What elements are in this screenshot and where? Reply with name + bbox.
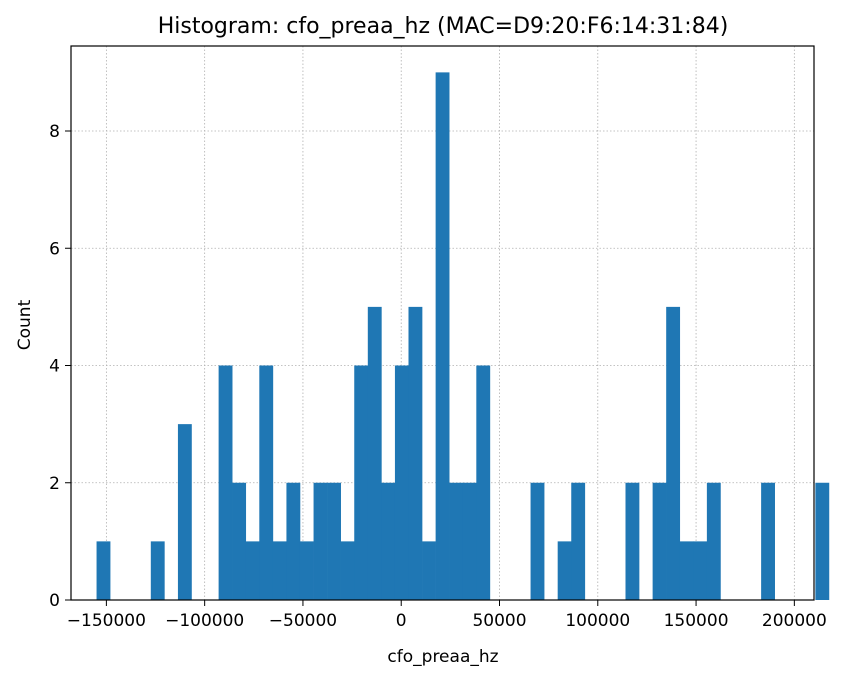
histogram-bar-19 xyxy=(354,365,369,600)
histogram-bars xyxy=(96,72,830,600)
histogram-bar-23 xyxy=(408,306,423,600)
y-tick-label-2: 4 xyxy=(49,357,60,377)
y-tick-label-0: 0 xyxy=(49,591,60,611)
x-axis-ticks: −150000 −100000 −50000 0 50000 100000 150000 20… xyxy=(67,600,827,631)
histogram-bar-16 xyxy=(313,482,328,600)
histogram-bar-18 xyxy=(340,541,355,600)
histogram-bar-49 xyxy=(761,482,775,600)
histogram-bar-28 xyxy=(476,365,491,600)
histogram-bar-6 xyxy=(177,424,192,600)
y-axis-label: Count xyxy=(15,299,35,350)
histogram-bar-39 xyxy=(625,482,640,600)
histogram-bar-26 xyxy=(449,482,464,600)
x-tick-label-5: 100000 xyxy=(565,611,630,631)
x-axis-label: cfo_preaa_hz xyxy=(387,647,498,667)
histogram-bar-9 xyxy=(218,365,233,600)
histogram-bar-44 xyxy=(693,541,708,600)
histogram-bar-43 xyxy=(679,541,694,600)
x-tick-label-1: −100000 xyxy=(165,611,244,631)
histogram-bar-21 xyxy=(381,482,396,600)
histogram-bar-35 xyxy=(571,482,586,600)
histogram-bar-12 xyxy=(259,365,274,600)
histogram-bar-27 xyxy=(462,482,477,600)
y-tick-label-3: 6 xyxy=(49,239,60,259)
x-tick-label-6: 150000 xyxy=(664,611,729,631)
histogram-bar-0 xyxy=(96,541,111,600)
histogram-bar-13 xyxy=(272,541,287,600)
histogram-bar-32 xyxy=(530,482,545,600)
chart-title: Histogram: cfo_preaa_hz (MAC=D9:20:F6:14… xyxy=(158,14,729,39)
histogram-bar-22 xyxy=(394,365,409,600)
histogram-bar-4 xyxy=(150,541,165,600)
histogram-bar-41 xyxy=(652,482,667,600)
histogram-bar-24 xyxy=(422,541,436,600)
y-tick-label-4: 8 xyxy=(49,122,60,142)
histogram-bar-42 xyxy=(666,306,681,600)
x-tick-label-0: −150000 xyxy=(67,611,146,631)
histogram-bar-10 xyxy=(232,482,247,600)
histogram-bar-25 xyxy=(435,72,450,600)
x-tick-label-3: 0 xyxy=(396,611,407,631)
histogram-bar-11 xyxy=(245,541,260,600)
histogram-bar-17 xyxy=(327,482,341,600)
plot-frame xyxy=(70,45,815,601)
histogram-bar-14 xyxy=(286,482,301,600)
y-tick-label-1: 2 xyxy=(49,474,60,494)
x-tick-label-4: 50000 xyxy=(472,611,526,631)
histogram-bar-53 xyxy=(815,482,830,600)
x-tick-label-2: −50000 xyxy=(269,611,337,631)
x-tick-label-7: 200000 xyxy=(762,611,827,631)
y-axis-ticks: 0 2 4 6 8 xyxy=(49,122,71,611)
histogram-bar-45 xyxy=(706,482,721,600)
histogram-bar-34 xyxy=(557,541,572,600)
histogram-bar-15 xyxy=(299,541,314,600)
histogram-bar-20 xyxy=(367,306,382,600)
